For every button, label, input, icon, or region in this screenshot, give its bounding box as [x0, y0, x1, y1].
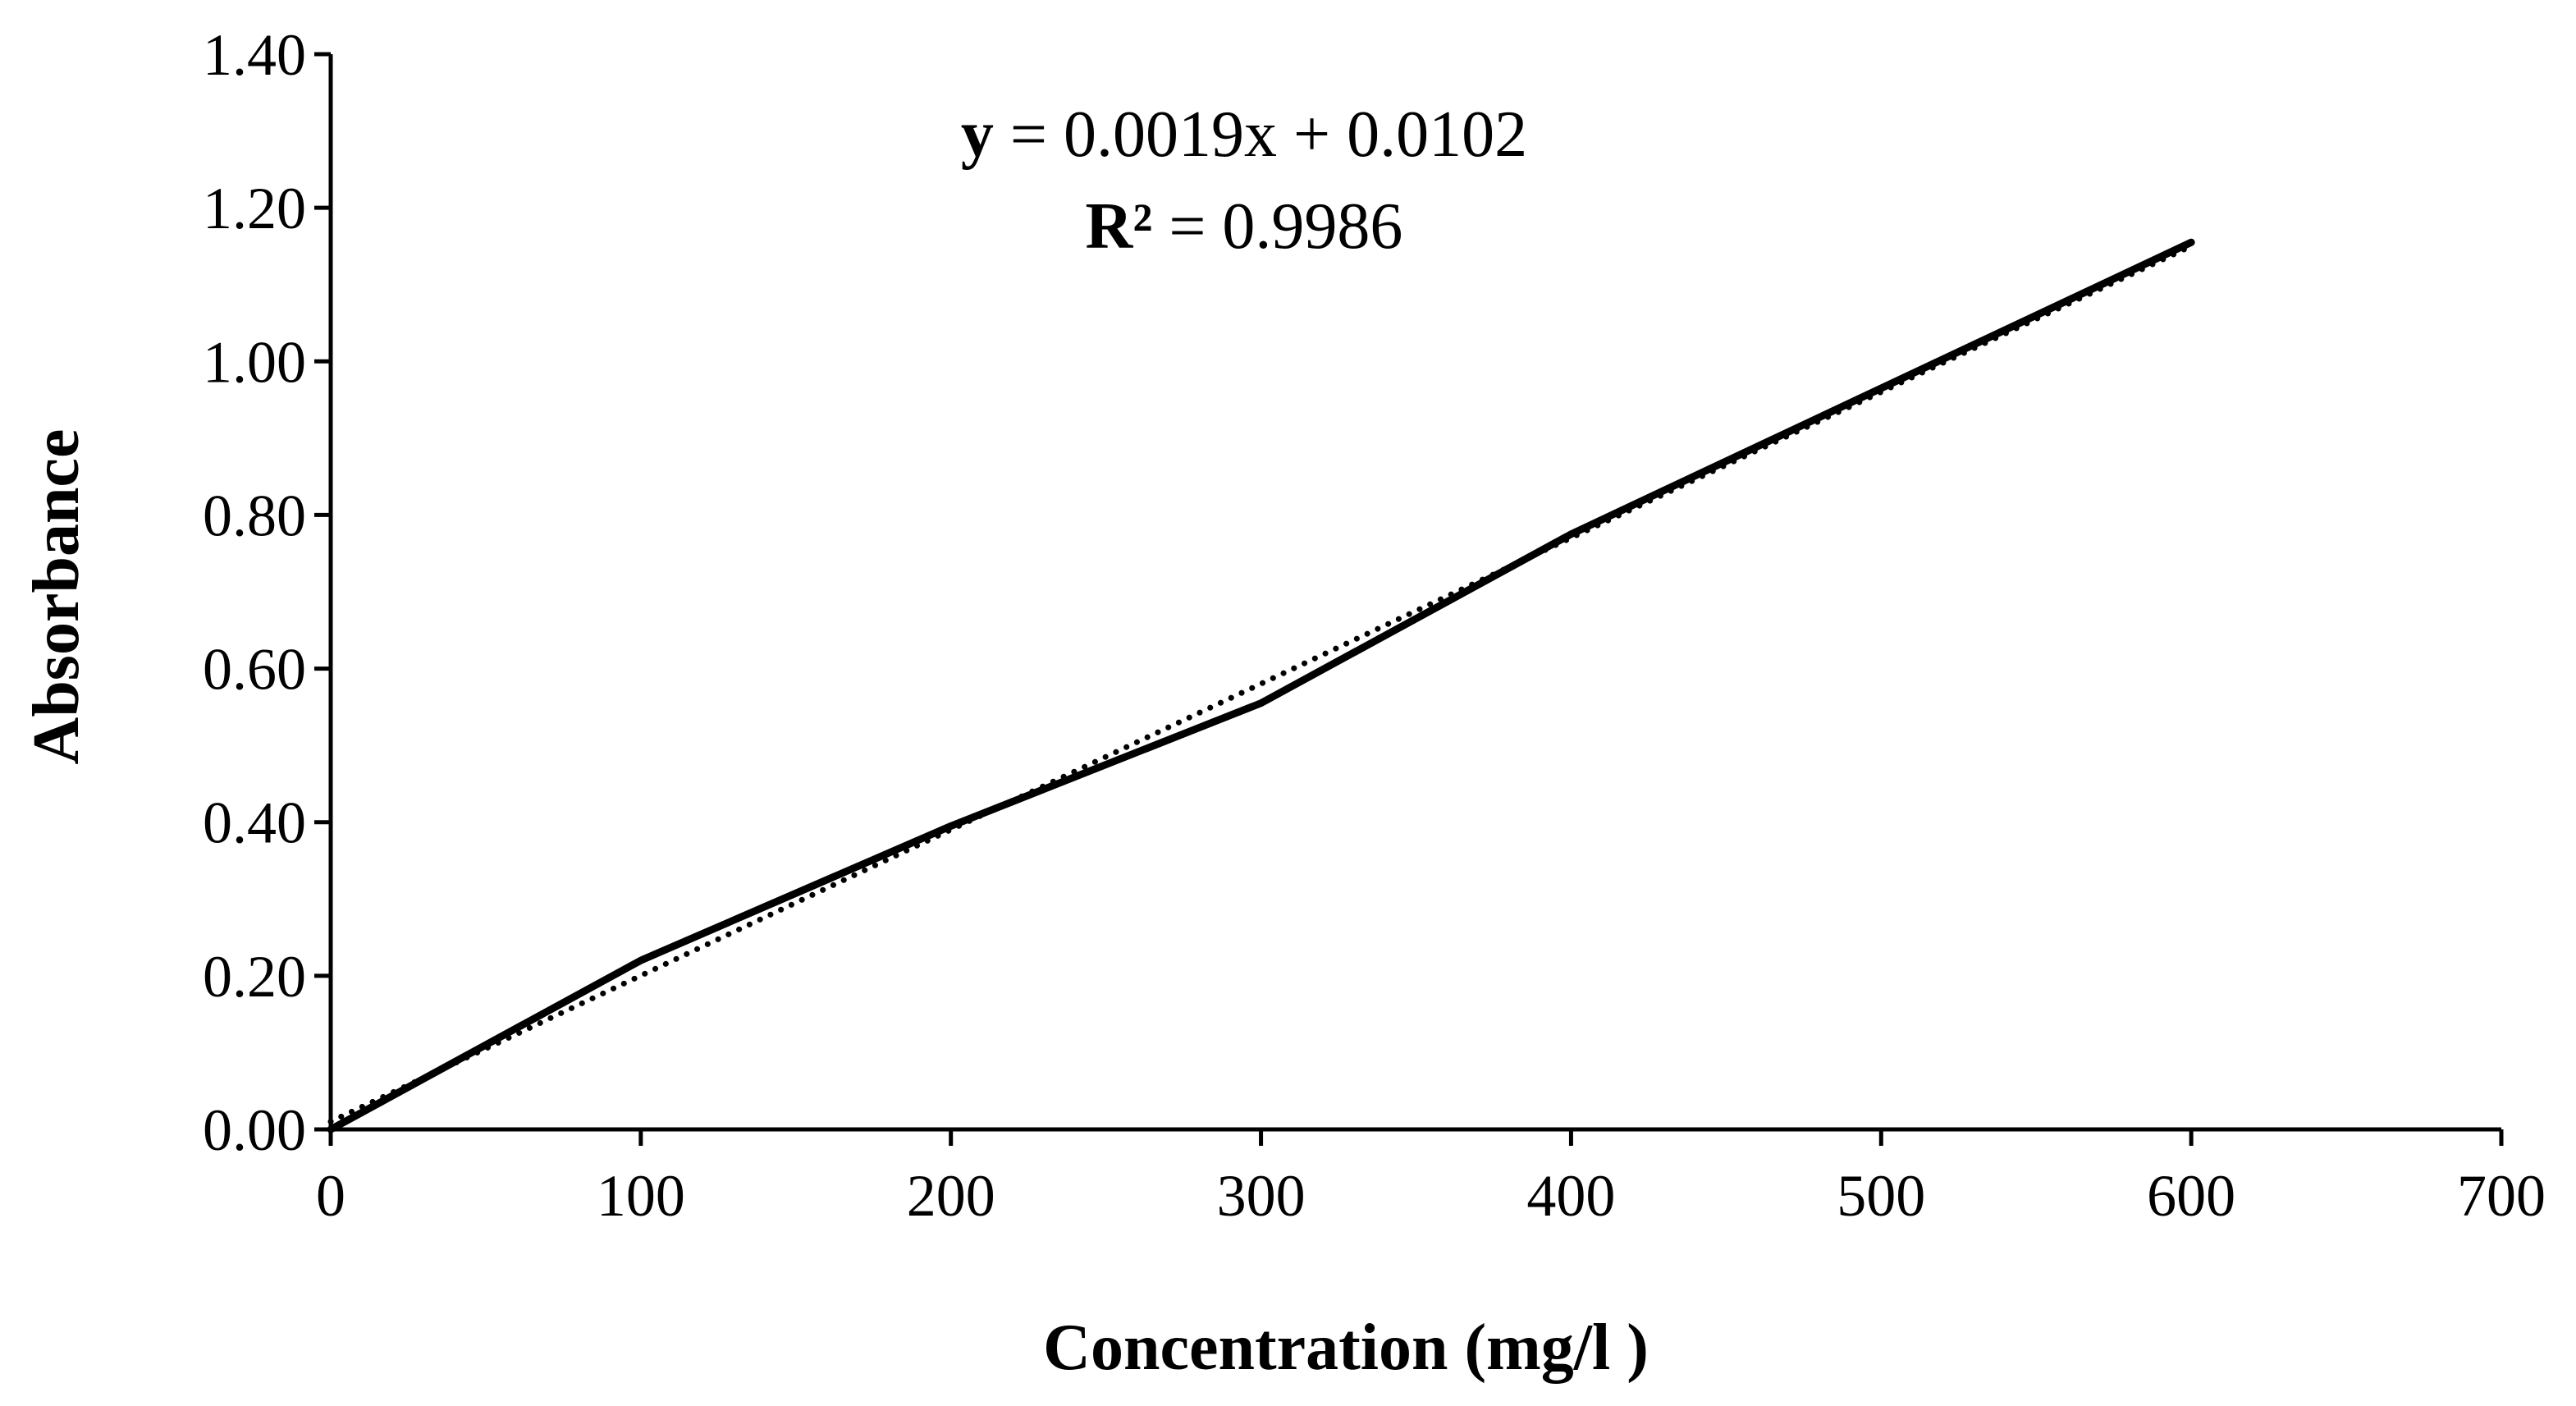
axes: [328, 54, 2501, 1132]
x-tick-label: 600: [2147, 1163, 2235, 1229]
y-tick-label: 0.80: [203, 483, 306, 548]
y-tick-label: 0.20: [203, 944, 306, 1010]
series-group: [327, 238, 2195, 1134]
x-tick-label: 500: [1837, 1163, 1925, 1229]
data-point: [328, 1127, 333, 1132]
y-tick-label: 1.20: [203, 176, 306, 241]
equation-variable: y: [961, 98, 994, 171]
x-tick-label: 200: [907, 1163, 995, 1229]
data-point: [948, 823, 954, 829]
x-tick-label: 300: [1217, 1163, 1306, 1229]
r-squared-variable: R²: [1086, 190, 1153, 263]
x-axis-title: Concentration (mg/l ): [1043, 1312, 1649, 1384]
x-ticks: 0 100 200 300 400 500 600 700: [316, 1129, 2546, 1229]
r-squared-value: = 0.9986: [1152, 190, 1402, 263]
data-point: [638, 958, 643, 964]
x-tick-label: 700: [2457, 1163, 2546, 1229]
data-point: [1568, 531, 1574, 537]
y-tick-label: 1.40: [203, 22, 306, 88]
y-tick-label: 0.00: [203, 1097, 306, 1163]
x-tick-label: 0: [316, 1163, 345, 1229]
x-tick-label: 100: [597, 1163, 685, 1229]
x-tick-label: 400: [1526, 1163, 1615, 1229]
r-squared-label: R² = 0.9986: [1086, 190, 1403, 263]
y-tick-label: 0.40: [203, 790, 306, 856]
series-line: [327, 238, 2195, 1134]
equation-label: y = 0.0019x + 0.0102: [961, 98, 1527, 171]
y-tick-label: 0.60: [203, 637, 306, 703]
equation-expression: = 0.0019x + 0.0102: [994, 98, 1527, 171]
data-point: [2189, 240, 2194, 245]
y-tick-label: 1.00: [203, 329, 306, 395]
y-ticks: 0.00 0.20 0.40 0.60 0.80 1.00 1.20 1.40: [203, 22, 331, 1163]
data-point: [1258, 700, 1264, 706]
y-axis-title: Absorbance: [21, 429, 93, 765]
